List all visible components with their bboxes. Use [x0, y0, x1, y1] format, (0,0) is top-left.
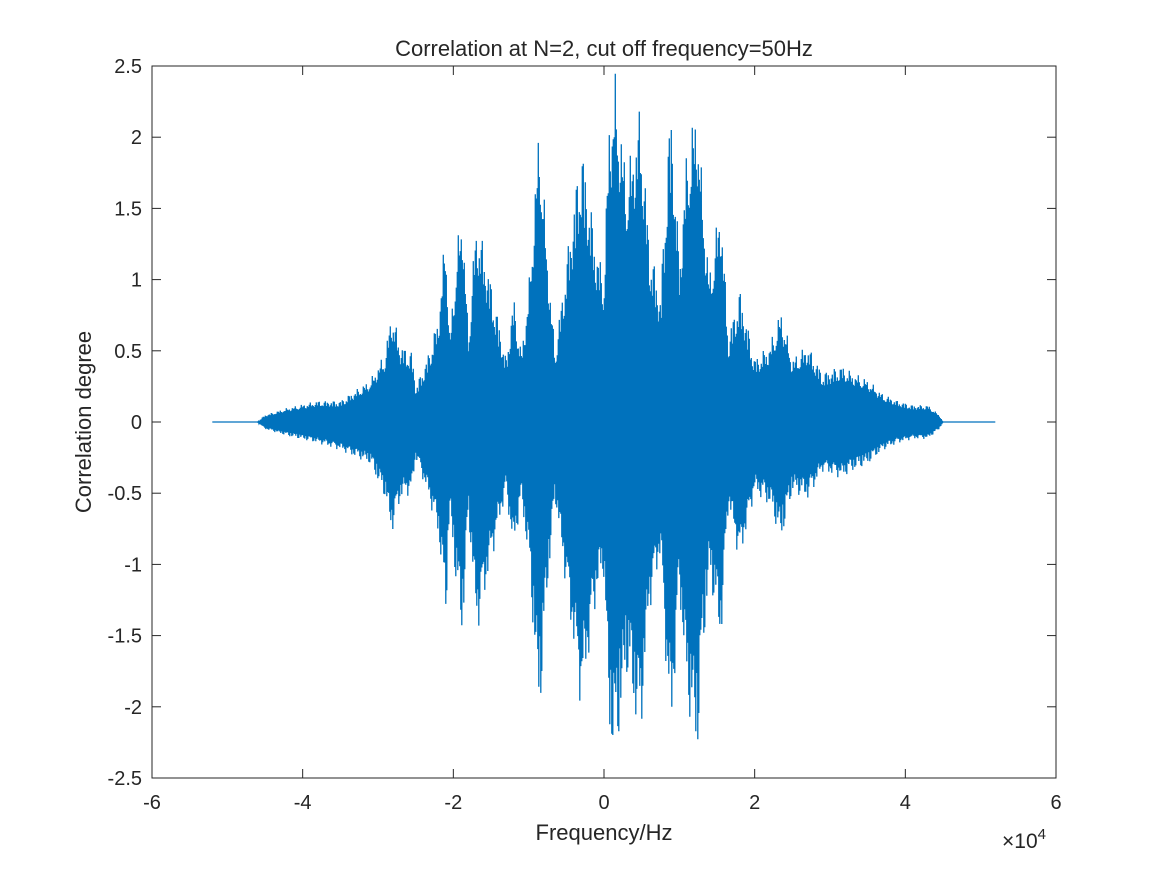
y-tick-label: -2.5	[108, 768, 142, 790]
y-tick-label: 0.5	[114, 341, 142, 363]
y-tick-label: -0.5	[108, 483, 142, 505]
y-tick-label: 2	[131, 127, 142, 149]
series-line-0	[212, 73, 996, 740]
y-tick-label: 0	[131, 412, 142, 434]
x-tick-label: 0	[598, 792, 609, 814]
y-axis-label: Correlation degree	[71, 331, 96, 513]
x-tick-label: -2	[444, 792, 462, 814]
x-axis-label: Frequency/Hz	[536, 820, 673, 845]
x-tick-label: 4	[900, 792, 911, 814]
x-tick-label: 2	[749, 792, 760, 814]
y-tick-label: -1	[124, 554, 142, 576]
y-tick-label: 1.5	[114, 198, 142, 220]
x-axis-exponent: ×104	[1002, 826, 1046, 853]
y-tick-label: -1.5	[108, 626, 142, 648]
chart-title: Correlation at N=2, cut off frequency=50…	[395, 36, 813, 61]
x-tick-label: -4	[294, 792, 312, 814]
y-tick-label: 2.5	[114, 56, 142, 78]
x-tick-label: 6	[1050, 792, 1061, 814]
x-tick-label: -6	[143, 792, 161, 814]
y-tick-label: -2	[124, 697, 142, 719]
y-tick-label: 1	[131, 270, 142, 292]
plot-area: -6 -4 -2 0 2 4 6 -2.5 -2 -1.5 -1 -0.5 0 0.5 1 1.5 2 2.5	[108, 56, 1062, 814]
